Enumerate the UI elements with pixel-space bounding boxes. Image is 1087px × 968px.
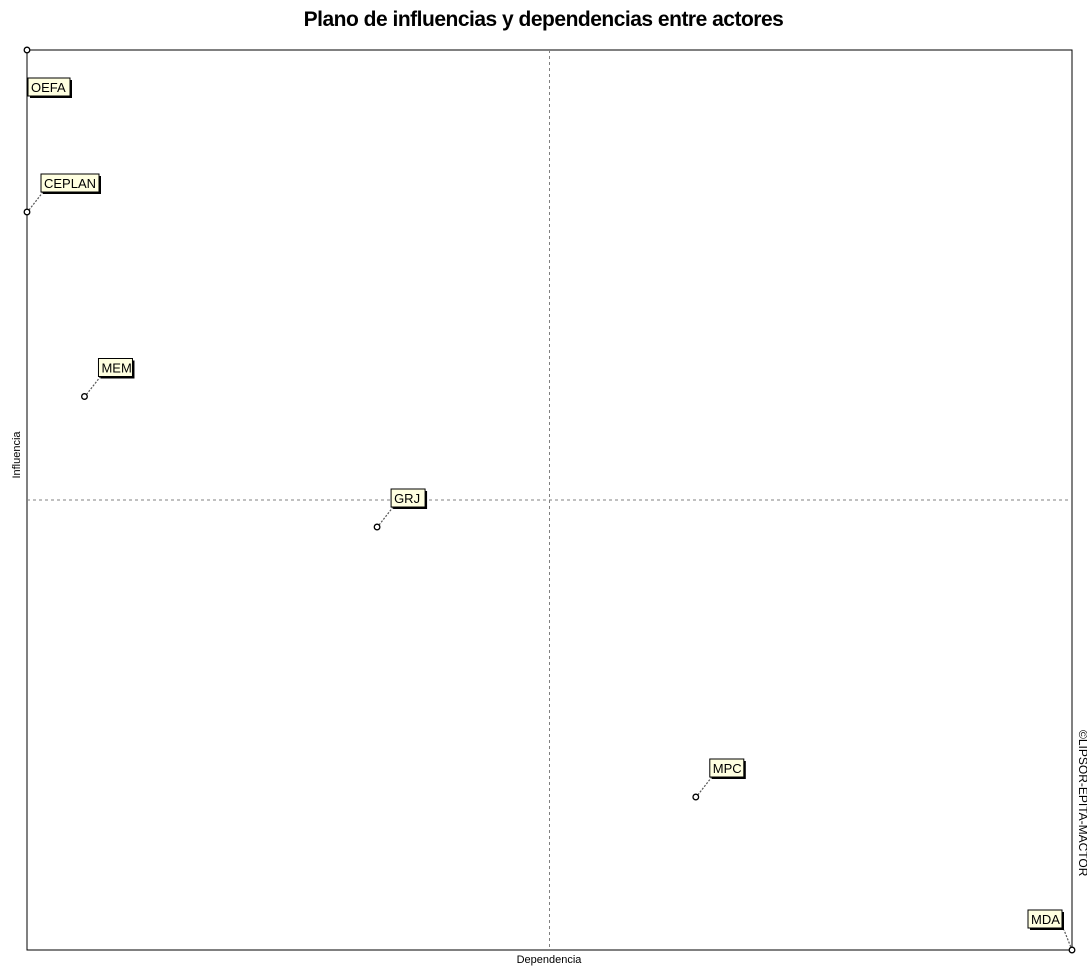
label-box bbox=[390, 488, 426, 508]
point-label: GRJ bbox=[394, 491, 420, 506]
data-point-oefa: OEFA bbox=[23, 46, 72, 98]
point-marker bbox=[1068, 946, 1076, 954]
data-point-grj: GRJ bbox=[373, 488, 428, 531]
chart-title: Plano de influencias y dependencias entr… bbox=[303, 8, 784, 31]
point-label: MPC bbox=[713, 761, 742, 776]
watermark-text: ©LIPSOR-EPITA-MACTOR bbox=[1076, 730, 1087, 877]
point-marker bbox=[373, 523, 381, 531]
point-marker bbox=[23, 46, 31, 54]
label-box bbox=[1027, 909, 1063, 929]
leader-line bbox=[1063, 929, 1073, 951]
point-marker bbox=[692, 793, 700, 801]
label-box bbox=[97, 358, 133, 377]
label-box bbox=[709, 758, 745, 778]
leader-line bbox=[28, 191, 44, 211]
data-point-mem: MEM bbox=[81, 358, 135, 400]
point-label: CEPLAN bbox=[44, 176, 96, 191]
data-point-mpc: MPC bbox=[692, 758, 746, 801]
y-axis-label: Influencia bbox=[11, 431, 23, 479]
leader-line bbox=[86, 376, 101, 395]
data-point-mda: MDA bbox=[1027, 909, 1076, 954]
point-label: OEFA bbox=[31, 80, 66, 95]
point-label: MDA bbox=[1031, 912, 1060, 927]
point-marker bbox=[81, 393, 88, 400]
point-marker bbox=[23, 208, 31, 216]
data-point-ceplan: CEPLAN bbox=[23, 173, 101, 216]
leader-line bbox=[697, 776, 713, 796]
leader-line bbox=[378, 506, 394, 526]
x-axis-label: Dependencia bbox=[517, 954, 583, 966]
label-box bbox=[27, 77, 71, 97]
point-label: MEM bbox=[101, 361, 131, 376]
label-box bbox=[40, 173, 100, 193]
points-layer: OEFA CEPLAN MEM GRJ MPC MDA bbox=[23, 46, 1076, 954]
